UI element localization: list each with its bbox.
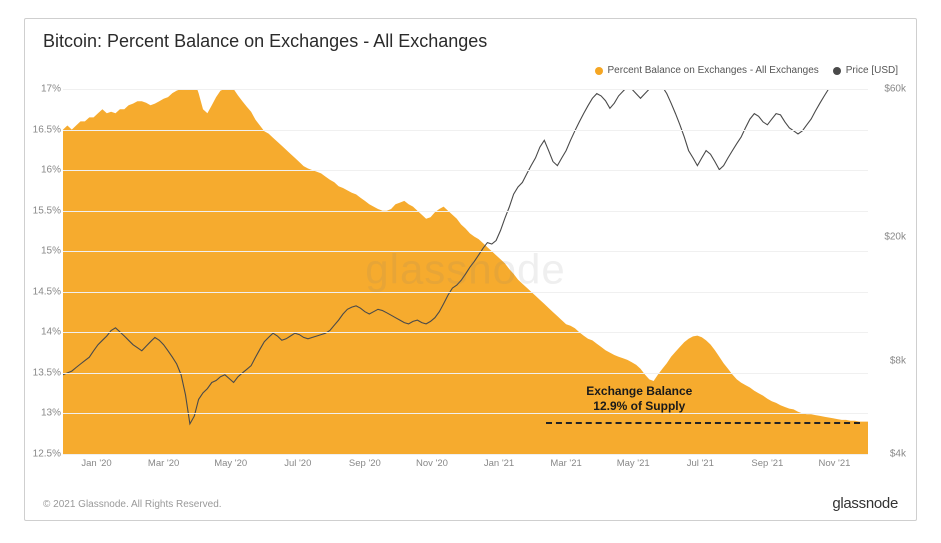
annotation-label: Exchange Balance 12.9% of Supply xyxy=(586,384,692,415)
chart-svg xyxy=(63,89,868,454)
annotation-dashed-line xyxy=(546,422,860,424)
chart-frame: Bitcoin: Percent Balance on Exchanges - … xyxy=(24,18,917,521)
chart-plot-area: glassnode Exchange Balance 12.9% of Supp… xyxy=(63,89,868,454)
y-axis-right-labels: $4k$8k$20k$60k xyxy=(872,89,908,454)
legend-swatch-1 xyxy=(595,67,603,75)
footer-copyright: © 2021 Glassnode. All Rights Reserved. xyxy=(43,499,222,510)
legend-item-price: Price [USD] xyxy=(833,65,898,76)
legend-label-1: Percent Balance on Exchanges - All Excha… xyxy=(608,65,819,76)
annotation-line2: 12.9% of Supply xyxy=(586,399,692,415)
annotation-line1: Exchange Balance xyxy=(586,384,692,400)
legend-item-balance: Percent Balance on Exchanges - All Excha… xyxy=(595,65,819,76)
y-axis-left-labels: 12.5%13%13.5%14%14.5%15%15.5%16%16.5%17% xyxy=(27,89,63,454)
legend: Percent Balance on Exchanges - All Excha… xyxy=(595,65,898,76)
chart-title: Bitcoin: Percent Balance on Exchanges - … xyxy=(43,31,487,52)
footer-brand: glassnode xyxy=(832,495,898,512)
legend-label-2: Price [USD] xyxy=(846,65,898,76)
legend-swatch-2 xyxy=(833,67,841,75)
x-axis-labels: Jan '20Mar '20May '20Jul '20Sep '20Nov '… xyxy=(63,458,868,470)
